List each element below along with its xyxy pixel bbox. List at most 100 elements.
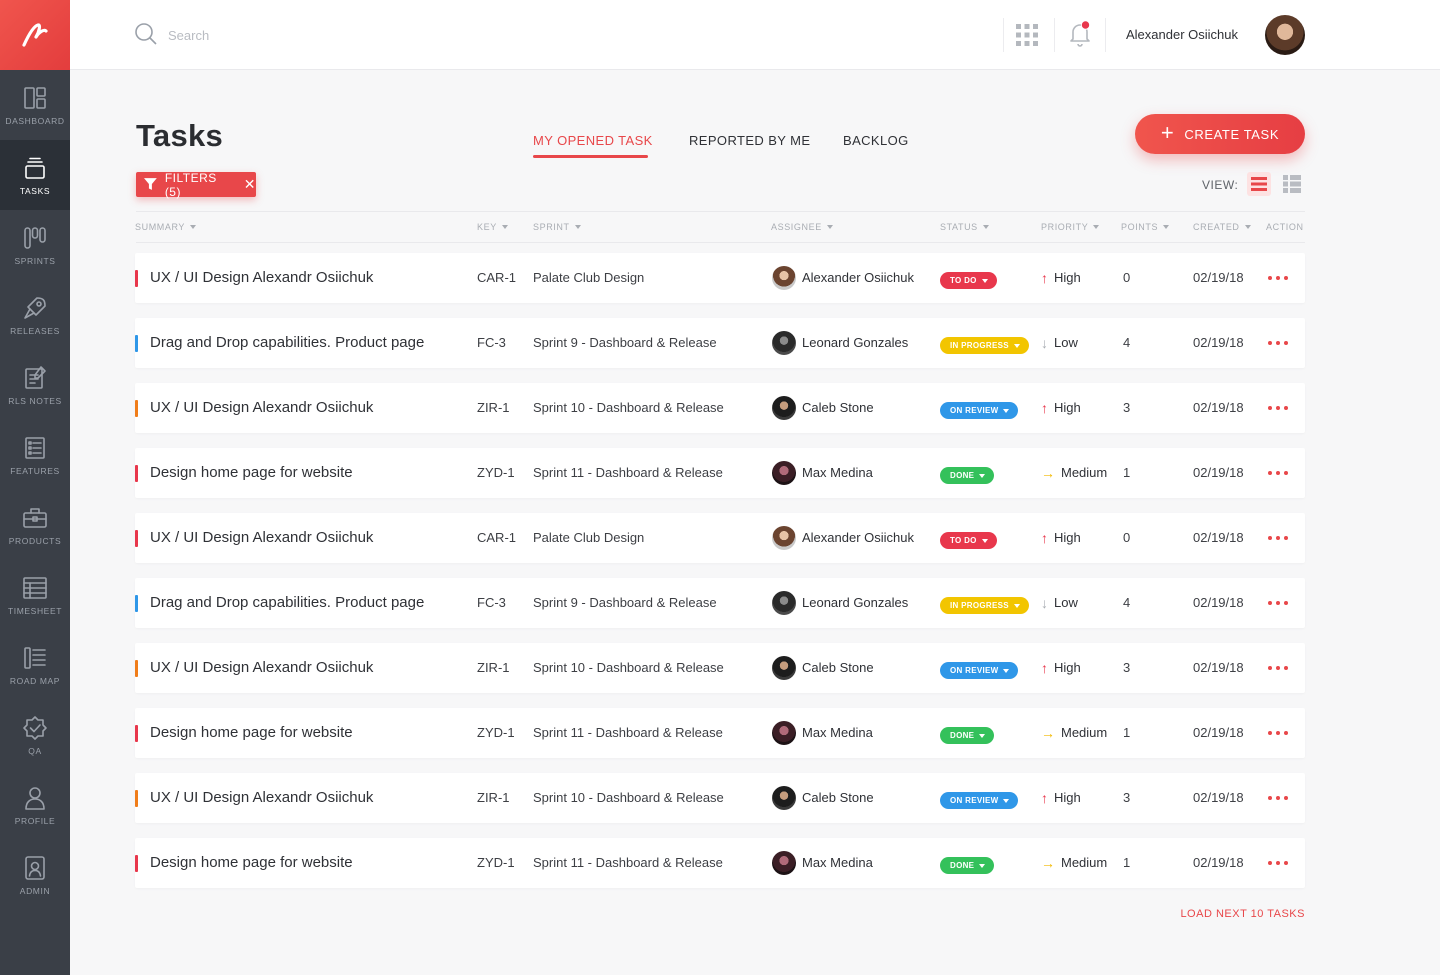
row-actions-button[interactable] [1268, 253, 1288, 303]
row-actions-button[interactable] [1268, 318, 1288, 368]
task-assignee[interactable]: Leonard Gonzales [772, 578, 908, 628]
row-actions-button[interactable] [1268, 513, 1288, 563]
row-actions-button[interactable] [1268, 578, 1288, 628]
task-assignee[interactable]: Max Medina [772, 708, 873, 758]
task-key[interactable]: ZIR-1 [477, 660, 510, 675]
task-key[interactable]: FC-3 [477, 335, 506, 350]
sidebar-item-rls-notes[interactable]: RLS NOTES [0, 350, 70, 420]
sidebar-item-dashboard[interactable]: DASHBOARD [0, 70, 70, 140]
task-key[interactable]: ZYD-1 [477, 465, 515, 480]
bell-icon[interactable] [1068, 20, 1092, 48]
sidebar-item-admin[interactable]: ADMIN [0, 840, 70, 910]
avatar[interactable] [1265, 15, 1305, 55]
task-summary[interactable]: Drag and Drop capabilities. Product page [150, 334, 425, 351]
tab-backlog[interactable]: BACKLOG [843, 133, 909, 148]
column-header-priority[interactable]: PRIORITY [1041, 222, 1100, 232]
row-actions-button[interactable] [1268, 838, 1288, 888]
filters-chip[interactable]: FILTERS (5) ✕ [136, 171, 256, 199]
column-header-key[interactable]: KEY [477, 222, 508, 232]
list-view-toggle[interactable] [1247, 172, 1271, 196]
task-assignee[interactable]: Leonard Gonzales [772, 318, 908, 368]
sidebar-item-profile[interactable]: PROFILE [0, 770, 70, 840]
table-row[interactable]: Design home page for website ZYD-1 Sprint … [135, 448, 1305, 498]
task-assignee[interactable]: Caleb Stone [772, 383, 874, 433]
create-task-button[interactable]: + CREATE TASK [1135, 114, 1305, 154]
column-header-summary[interactable]: SUMMARY [135, 222, 197, 232]
task-summary[interactable]: UX / UI Design Alexandr Osiichuk [150, 659, 374, 676]
status-badge[interactable]: DONE [940, 857, 995, 874]
row-actions-button[interactable] [1268, 448, 1288, 498]
task-key[interactable]: ZIR-1 [477, 400, 510, 415]
status-badge[interactable]: IN PROGRESS [940, 597, 1029, 614]
task-key[interactable]: ZYD-1 [477, 855, 515, 870]
task-key[interactable]: ZIR-1 [477, 790, 510, 805]
column-header-created[interactable]: CREATED [1193, 222, 1251, 232]
clear-filters-icon[interactable]: ✕ [243, 176, 256, 192]
sidebar-item-road-map[interactable]: ROAD MAP [0, 630, 70, 700]
sidebar-item-sprints[interactable]: SPRINTS [0, 210, 70, 280]
avatar [772, 396, 796, 420]
tab-my-opened-task[interactable]: MY OPENED TASK [533, 133, 653, 148]
task-summary[interactable]: Design home page for website [150, 464, 353, 481]
apps-grid-icon[interactable] [1016, 24, 1038, 46]
row-actions-button[interactable] [1268, 383, 1288, 433]
sidebar-item-qa[interactable]: QA [0, 700, 70, 770]
task-assignee[interactable]: Alexander Osiichuk [772, 513, 914, 563]
load-next-link[interactable]: LOAD NEXT 10 TASKS [1180, 908, 1305, 920]
status-badge[interactable]: IN PROGRESS [940, 337, 1029, 354]
status-badge[interactable]: DONE [940, 467, 995, 484]
task-key[interactable]: FC-3 [477, 595, 506, 610]
sidebar-item-tasks[interactable]: TASKS [0, 140, 70, 210]
table-row[interactable]: Design home page for website ZYD-1 Sprint … [135, 838, 1305, 888]
sidebar-item-features[interactable]: FEATURES [0, 420, 70, 490]
status-badge[interactable]: TO DO [940, 272, 997, 289]
task-created: 02/19/18 [1193, 335, 1244, 350]
user-name[interactable]: Alexander Osiichuk [1126, 27, 1238, 42]
status-badge[interactable]: DONE [940, 727, 995, 744]
table-row[interactable]: UX / UI Design Alexandr Osiichuk ZIR-1 Spr… [135, 773, 1305, 823]
row-actions-button[interactable] [1268, 773, 1288, 823]
brand-logo-icon[interactable] [0, 0, 70, 70]
task-summary[interactable]: Drag and Drop capabilities. Product page [150, 594, 425, 611]
table-row[interactable]: Drag and Drop capabilities. Product page… [135, 578, 1305, 628]
table-row[interactable]: UX / UI Design Alexandr Osiichuk CAR-1 Pal… [135, 253, 1305, 303]
column-header-points[interactable]: POINTS [1121, 222, 1170, 232]
status-badge[interactable]: ON REVIEW [940, 662, 1019, 679]
row-actions-button[interactable] [1268, 643, 1288, 693]
table-row[interactable]: Drag and Drop capabilities. Product page… [135, 318, 1305, 368]
status-badge[interactable]: ON REVIEW [940, 402, 1019, 419]
sidebar-item-products[interactable]: PRODUCTS [0, 490, 70, 560]
task-summary[interactable]: UX / UI Design Alexandr Osiichuk [150, 399, 374, 416]
task-summary[interactable]: Design home page for website [150, 854, 353, 871]
status-badge[interactable]: TO DO [940, 532, 997, 549]
task-assignee[interactable]: Max Medina [772, 838, 873, 888]
sidebar-item-label: TIMESHEET [7, 606, 63, 616]
table-row[interactable]: Design home page for website ZYD-1 Sprint … [135, 708, 1305, 758]
table-row[interactable]: UX / UI Design Alexandr Osiichuk ZIR-1 Spr… [135, 383, 1305, 433]
more-horizontal-icon [1268, 276, 1288, 280]
task-points: 4 [1123, 595, 1131, 610]
column-header-sprint[interactable]: SPRINT [533, 222, 581, 232]
table-row[interactable]: UX / UI Design Alexandr Osiichuk CAR-1 Pal… [135, 513, 1305, 563]
grid-view-icon[interactable] [1283, 175, 1301, 193]
sidebar-item-releases[interactable]: RELEASES [0, 280, 70, 350]
task-summary[interactable]: UX / UI Design Alexandr Osiichuk [150, 269, 374, 286]
row-actions-button[interactable] [1268, 708, 1288, 758]
task-assignee[interactable]: Max Medina [772, 448, 873, 498]
task-assignee[interactable]: Caleb Stone [772, 643, 874, 693]
task-key[interactable]: ZYD-1 [477, 725, 515, 740]
status-badge[interactable]: ON REVIEW [940, 792, 1019, 809]
task-key[interactable]: CAR-1 [477, 530, 517, 545]
search-input[interactable] [168, 24, 468, 46]
table-row[interactable]: UX / UI Design Alexandr Osiichuk ZIR-1 Spr… [135, 643, 1305, 693]
column-header-status[interactable]: STATUS [940, 222, 989, 232]
sidebar-item-timesheet[interactable]: TIMESHEET [0, 560, 70, 630]
task-summary[interactable]: UX / UI Design Alexandr Osiichuk [150, 789, 374, 806]
tab-reported-by-me[interactable]: REPORTED BY ME [689, 133, 811, 148]
column-header-assignee[interactable]: ASSIGNEE [771, 222, 833, 232]
task-assignee[interactable]: Alexander Osiichuk [772, 253, 914, 303]
task-assignee[interactable]: Caleb Stone [772, 773, 874, 823]
task-summary[interactable]: Design home page for website [150, 724, 353, 741]
task-summary[interactable]: UX / UI Design Alexandr Osiichuk [150, 529, 374, 546]
task-key[interactable]: CAR-1 [477, 270, 517, 285]
